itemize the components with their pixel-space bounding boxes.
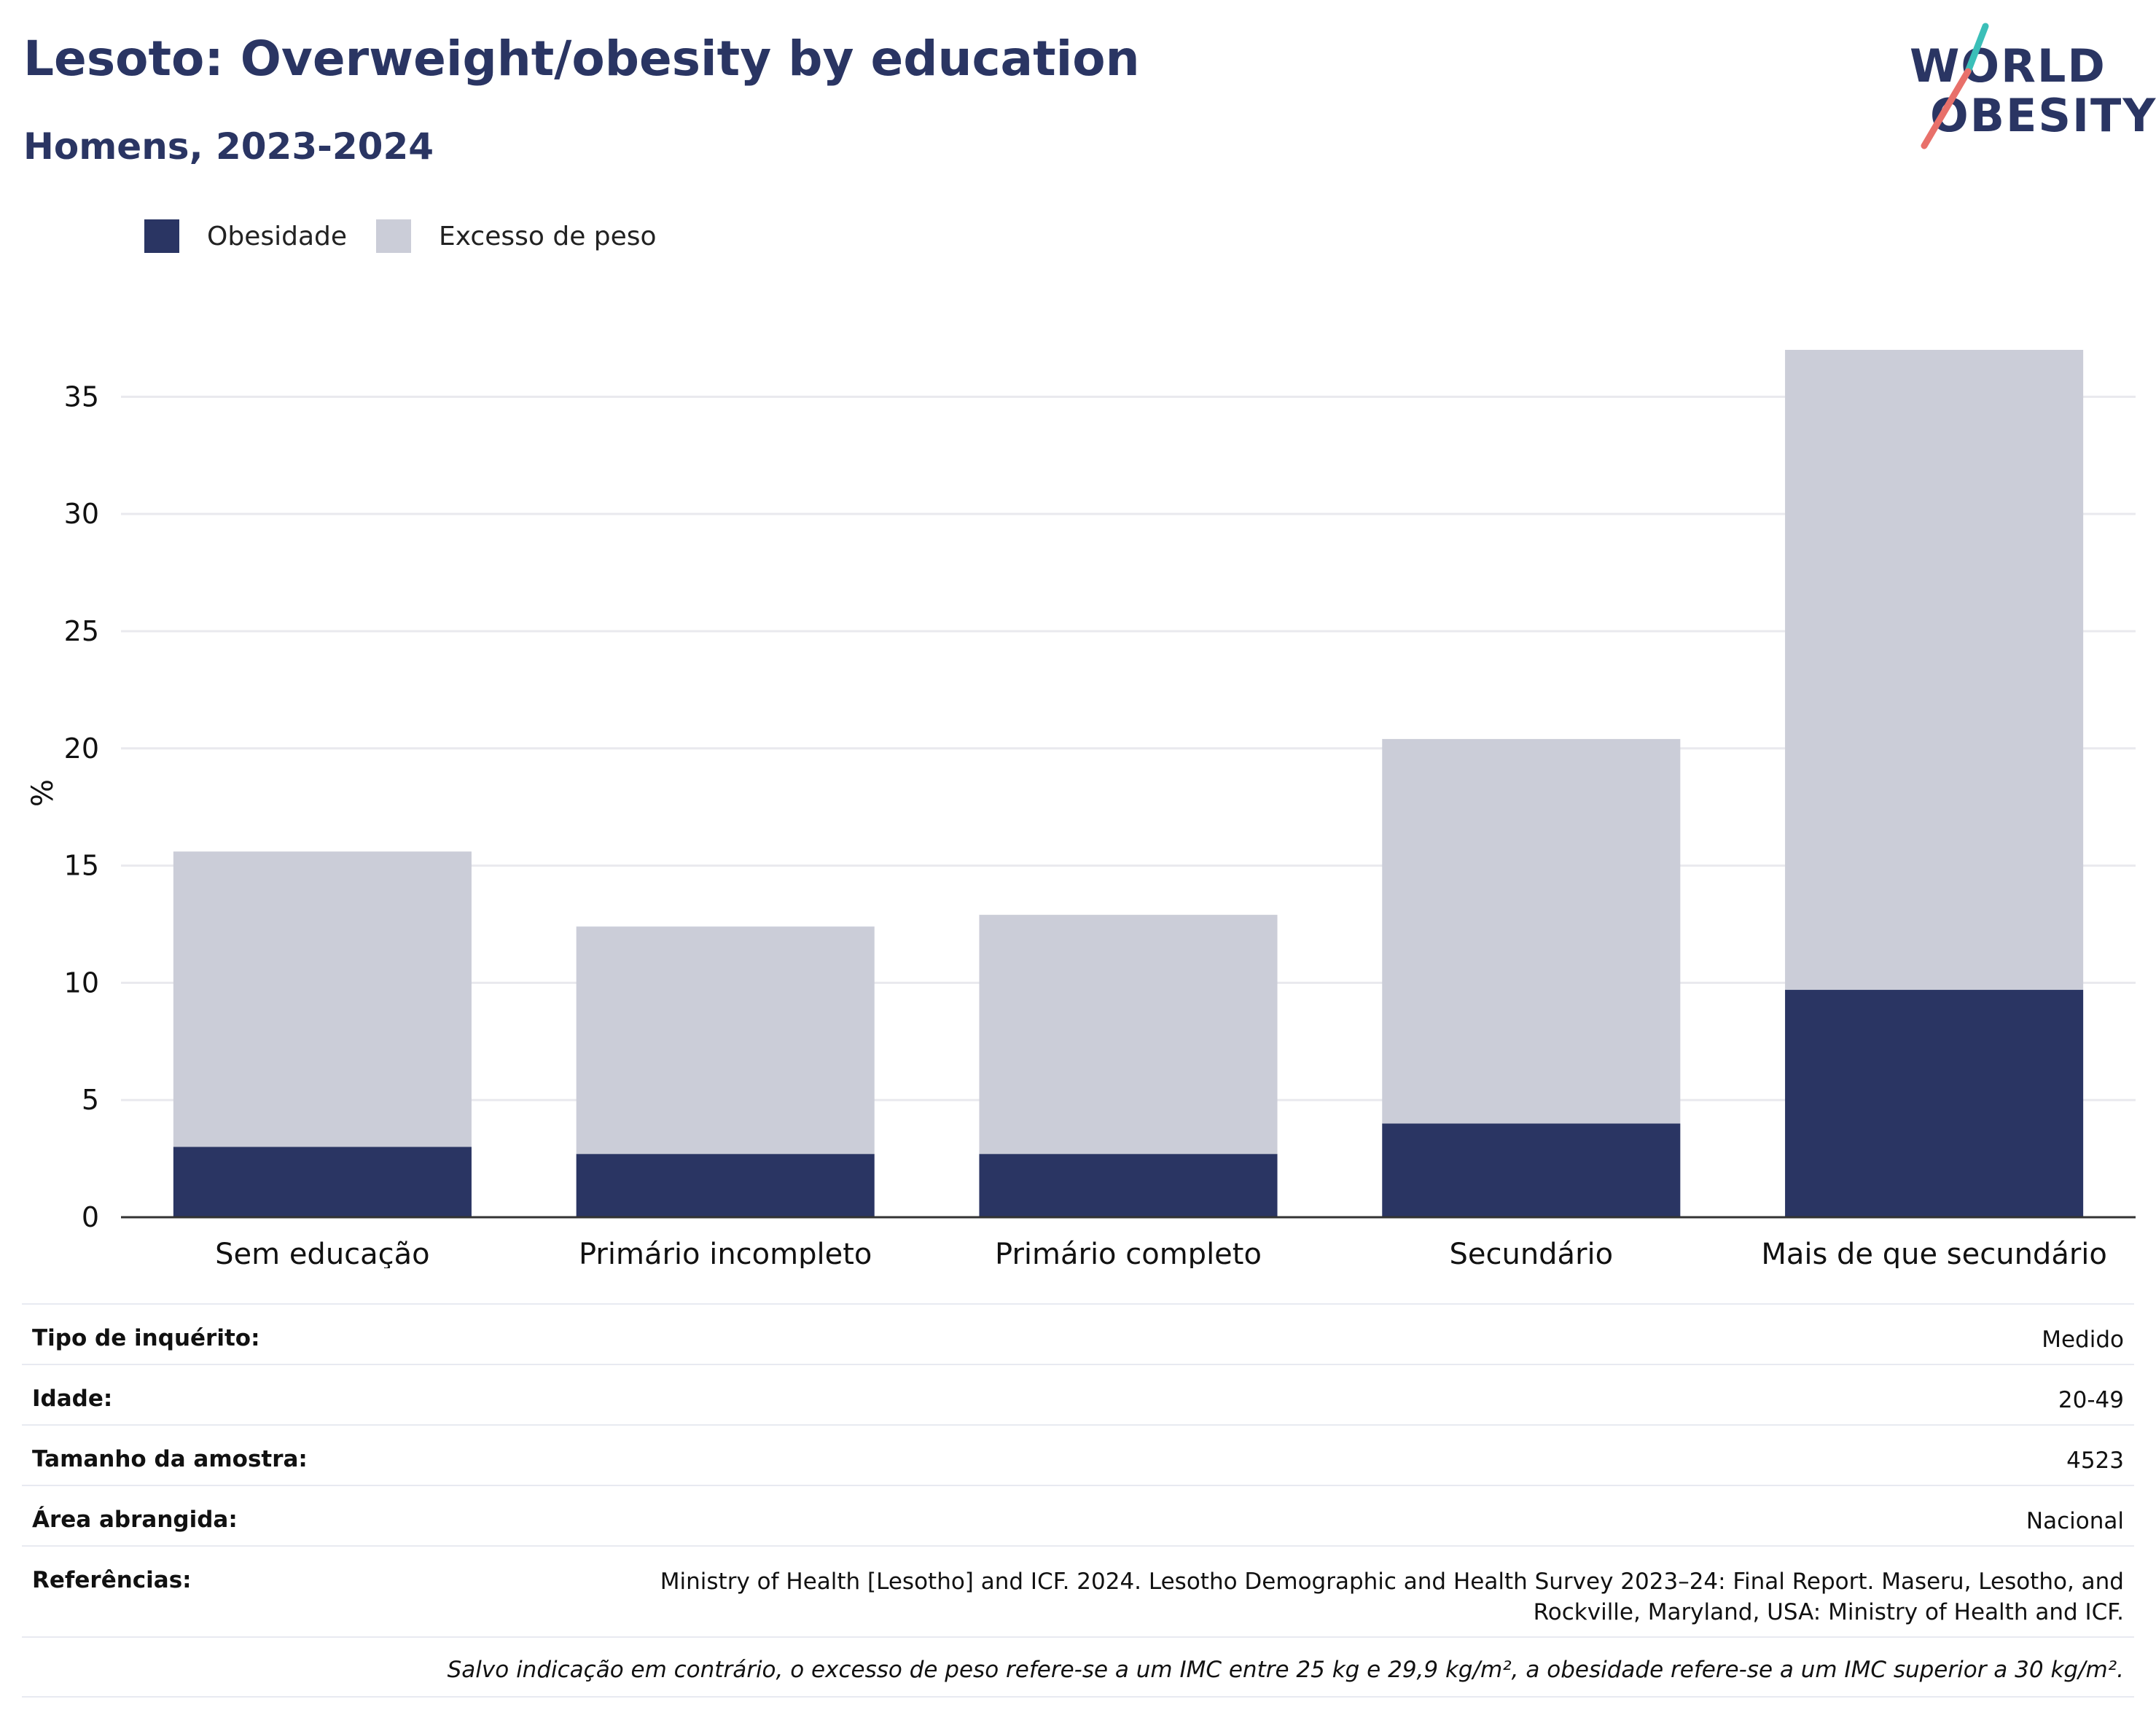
info-row-references: Referências: Ministry of Health [Lesotho… xyxy=(22,1545,2134,1636)
y-tick-label: 0 xyxy=(82,1201,99,1233)
legend-swatch-obesidade xyxy=(144,219,179,253)
survey-info-table: Tipo de inquérito: Medido Idade: 20-49 T… xyxy=(22,1303,2134,1698)
bar-obesidade[interactable] xyxy=(576,1154,875,1217)
info-value-area: Nacional xyxy=(2026,1508,2124,1534)
bar-excesso-de-peso[interactable] xyxy=(1785,350,2084,991)
y-axis-label: % xyxy=(26,779,60,807)
x-tick-label: Secundário xyxy=(1449,1238,1613,1268)
info-row-age: Idade: 20-49 xyxy=(22,1364,2134,1424)
definition-note: Salvo indicação em contrário, o excesso … xyxy=(22,1636,2134,1698)
bar-excesso-de-peso[interactable] xyxy=(1382,738,1681,1124)
bar-excesso-de-peso[interactable] xyxy=(173,851,472,1147)
references-line-1: Ministry of Health [Lesotho] and ICF. 20… xyxy=(660,1569,2124,1595)
y-tick-label: 30 xyxy=(64,498,99,530)
bar-obesidade[interactable] xyxy=(1785,990,2084,1217)
legend-item-excesso-de-peso: Excesso de peso xyxy=(376,219,657,253)
bar-excesso-de-peso[interactable] xyxy=(576,926,875,1155)
y-tick-label: 10 xyxy=(64,966,99,999)
y-tick-label: 20 xyxy=(64,733,99,765)
stacked-bar-chart: 0 5 10 15 20 25 30 35 Sem educação Primário incom… xyxy=(26,350,2136,1268)
info-key-references: Referências: xyxy=(32,1567,192,1593)
page-subtitle: Homens, 2023-2024 xyxy=(23,125,434,168)
legend-item-obesidade: Obesidade xyxy=(144,219,347,253)
bar-excesso-de-peso[interactable] xyxy=(979,915,1278,1155)
x-tick-label: Sem educação xyxy=(215,1238,430,1268)
y-tick-label: 25 xyxy=(64,615,99,647)
info-row-sample-size: Tamanho da amostra: 4523 xyxy=(22,1424,2134,1485)
world-obesity-logo: WORLD OBESITY xyxy=(1895,20,2155,159)
page-title: Lesoto: Overweight/obesity by education xyxy=(23,31,1140,87)
info-row-survey-type: Tipo de inquérito: Medido xyxy=(22,1303,2134,1364)
info-value-references: Ministry of Health [Lesotho] and ICF. 20… xyxy=(660,1567,2124,1628)
x-tick-label: Mais de que secundário xyxy=(1761,1238,2107,1268)
chart-legend: Obesidade Excesso de peso xyxy=(144,216,686,257)
info-key-age: Idade: xyxy=(32,1386,113,1412)
x-tick-label: Primário incompleto xyxy=(579,1238,872,1268)
info-key-sample-size: Tamanho da amostra: xyxy=(32,1446,308,1472)
bar-obesidade[interactable] xyxy=(173,1147,472,1217)
info-key-survey-type: Tipo de inquérito: xyxy=(32,1325,260,1351)
info-key-area: Área abrangida: xyxy=(32,1507,238,1533)
legend-label-obesidade: Obesidade xyxy=(207,221,348,251)
logo-line-2: OBESITY xyxy=(1930,89,2156,142)
logo-line-1: WORLD xyxy=(1910,39,2106,93)
logo-slash-icon xyxy=(1921,23,1989,149)
references-line-2: Rockville, Maryland, USA: Ministry of He… xyxy=(1533,1598,2124,1625)
y-tick-label: 5 xyxy=(82,1084,99,1116)
bar-obesidade[interactable] xyxy=(1382,1123,1681,1217)
info-row-area: Área abrangida: Nacional xyxy=(22,1485,2134,1545)
info-value-age: 20-49 xyxy=(2058,1387,2124,1413)
bar-obesidade[interactable] xyxy=(979,1154,1278,1217)
legend-label-excesso-de-peso: Excesso de peso xyxy=(439,221,657,251)
y-tick-label: 35 xyxy=(64,380,99,413)
info-value-sample-size: 4523 xyxy=(2066,1448,2124,1474)
legend-swatch-excesso-de-peso xyxy=(376,219,412,253)
x-tick-label: Primário completo xyxy=(995,1238,1262,1268)
y-tick-label: 15 xyxy=(64,850,99,882)
info-value-survey-type: Medido xyxy=(2042,1327,2124,1353)
